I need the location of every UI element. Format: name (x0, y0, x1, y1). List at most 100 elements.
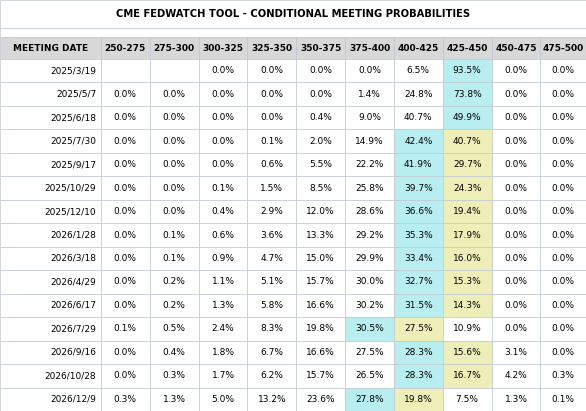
Text: 0.0%: 0.0% (114, 371, 137, 380)
Text: 30.2%: 30.2% (355, 301, 384, 310)
Text: 0.2%: 0.2% (163, 277, 186, 286)
Bar (540, 317, 586, 341)
Text: 0.1%: 0.1% (212, 184, 234, 193)
Bar (247, 200, 297, 223)
Text: 0.0%: 0.0% (505, 160, 527, 169)
Bar (540, 294, 586, 317)
Bar (101, 317, 150, 341)
Bar (443, 294, 492, 317)
Bar (101, 37, 150, 59)
Bar (297, 223, 345, 247)
Text: 26.5%: 26.5% (355, 371, 384, 380)
Bar (492, 106, 540, 129)
Text: 33.4%: 33.4% (404, 254, 432, 263)
Bar (297, 83, 345, 106)
Bar (492, 59, 540, 83)
Bar (345, 129, 394, 153)
Text: 39.7%: 39.7% (404, 184, 432, 193)
Text: 0.1%: 0.1% (551, 395, 575, 404)
Text: 7.5%: 7.5% (456, 395, 479, 404)
Bar (443, 364, 492, 388)
Text: 0.0%: 0.0% (163, 160, 186, 169)
Text: 22.2%: 22.2% (355, 160, 384, 169)
Bar (394, 83, 443, 106)
Bar (492, 247, 540, 270)
Bar (540, 388, 586, 411)
Text: 2026/9/16: 2026/9/16 (50, 348, 96, 357)
Text: 0.0%: 0.0% (114, 254, 137, 263)
Bar (101, 106, 150, 129)
Text: CME FEDWATCH TOOL - CONDITIONAL MEETING PROBABILITIES: CME FEDWATCH TOOL - CONDITIONAL MEETING … (116, 9, 470, 19)
Text: 10.9%: 10.9% (453, 324, 482, 333)
Bar (394, 129, 443, 153)
Text: 0.6%: 0.6% (212, 231, 234, 240)
Text: 2026/3/18: 2026/3/18 (50, 254, 96, 263)
Bar (443, 176, 492, 200)
Text: 0.0%: 0.0% (114, 184, 137, 193)
Text: 0.1%: 0.1% (114, 324, 137, 333)
Bar (443, 223, 492, 247)
Text: 35.3%: 35.3% (404, 231, 432, 240)
Bar (247, 247, 297, 270)
Text: MEETING DATE: MEETING DATE (13, 44, 88, 53)
Text: 0.2%: 0.2% (163, 301, 186, 310)
Text: 0.3%: 0.3% (114, 395, 137, 404)
Bar (150, 270, 199, 294)
Text: 0.0%: 0.0% (114, 136, 137, 145)
Text: 0.0%: 0.0% (212, 160, 234, 169)
Text: 19.4%: 19.4% (453, 207, 482, 216)
Bar (443, 83, 492, 106)
Text: 0.0%: 0.0% (551, 277, 575, 286)
Text: 0.0%: 0.0% (309, 90, 332, 99)
Text: 2026/6/17: 2026/6/17 (50, 301, 96, 310)
Text: 3.6%: 3.6% (260, 231, 284, 240)
Bar (0, 317, 101, 341)
Text: 0.0%: 0.0% (505, 113, 527, 122)
Text: 0.0%: 0.0% (163, 207, 186, 216)
Text: 3.1%: 3.1% (505, 348, 527, 357)
Text: 0.0%: 0.0% (212, 113, 234, 122)
Bar (540, 223, 586, 247)
Text: 0.0%: 0.0% (505, 301, 527, 310)
Text: 0.0%: 0.0% (163, 113, 186, 122)
Text: 8.3%: 8.3% (260, 324, 284, 333)
Bar (345, 59, 394, 83)
Bar (540, 106, 586, 129)
Bar (492, 176, 540, 200)
Text: 36.6%: 36.6% (404, 207, 432, 216)
Bar (199, 341, 247, 364)
Bar (101, 129, 150, 153)
Text: 0.0%: 0.0% (163, 90, 186, 99)
Text: 2026/4/29: 2026/4/29 (50, 277, 96, 286)
Text: 2026/7/29: 2026/7/29 (50, 324, 96, 333)
Bar (150, 129, 199, 153)
Bar (150, 364, 199, 388)
Bar (297, 59, 345, 83)
Bar (247, 106, 297, 129)
Bar (492, 83, 540, 106)
Bar (492, 223, 540, 247)
Bar (0, 341, 101, 364)
Bar (101, 83, 150, 106)
Bar (247, 59, 297, 83)
Bar (297, 106, 345, 129)
Bar (247, 223, 297, 247)
Bar (247, 317, 297, 341)
Text: 0.0%: 0.0% (551, 184, 575, 193)
Bar (540, 37, 586, 59)
Text: 0.1%: 0.1% (163, 254, 186, 263)
Bar (150, 388, 199, 411)
Bar (540, 153, 586, 176)
Bar (443, 388, 492, 411)
Bar (199, 270, 247, 294)
Text: 2025/9/17: 2025/9/17 (50, 160, 96, 169)
Bar (0, 37, 101, 59)
Text: 40.7%: 40.7% (453, 136, 482, 145)
Text: 2.0%: 2.0% (309, 136, 332, 145)
Text: 0.0%: 0.0% (114, 207, 137, 216)
Bar (345, 37, 394, 59)
Bar (0, 270, 101, 294)
Bar (394, 153, 443, 176)
Bar (0, 83, 101, 106)
Bar (492, 153, 540, 176)
